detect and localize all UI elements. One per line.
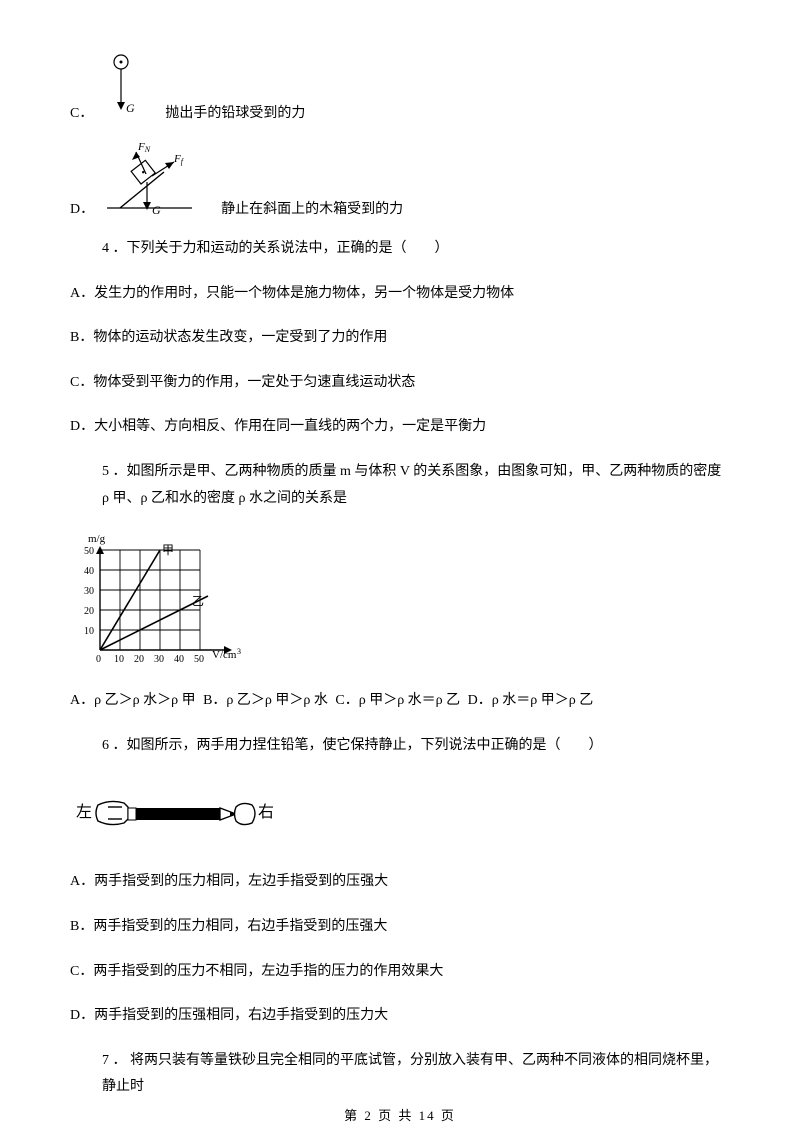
svg-text:甲: 甲 [162,543,174,557]
svg-text:右: 右 [258,803,274,821]
option-c-text: 抛出手的铅球受到的力 [165,102,305,122]
q5-opt-b: B．ρ 乙＞ρ 甲＞ρ 水 [203,693,328,708]
q4-opt-b: B．物体的运动状态发生改变，一定受到了力的作用 [70,325,730,352]
q4-stem: 4 ．下列关于力和运动的关系说法中，正确的是（ ） [70,236,730,263]
svg-text:0: 0 [96,654,101,665]
page: C． G 抛出手的铅球受到的力 D． [0,0,800,1144]
option-c-label: C． [70,102,93,122]
svg-text:V/cm: V/cm [212,649,237,661]
q6-opt-a: A．两手指受到的压力相同，左边手指受到的压强大 [70,869,730,896]
svg-text:50: 50 [84,546,94,557]
q6-stem: 6 ．如图所示，两手用力捏住铅笔，使它保持静止，下列说法中正确的是（ ） [70,733,730,760]
svg-text:乙: 乙 [192,594,204,608]
svg-text:m/g: m/g [88,533,106,545]
svg-text:20: 20 [84,606,94,617]
q7-stem: 7 ． 将两只装有等量铁砂且完全相同的平底试管，分别放入装有甲、乙两种不同液体的… [70,1048,730,1101]
svg-text:30: 30 [154,654,164,665]
svg-text:10: 10 [114,654,124,665]
option-d-text: 静止在斜面上的木箱受到的力 [221,198,403,218]
svg-text:Ff: Ff [173,153,185,166]
q4-opt-c: C．物体受到平衡力的作用，一定处于匀速直线运动状态 [70,370,730,397]
q5-opt-c: C．ρ 甲＞ρ 水＝ρ 乙 [335,693,460,708]
page-footer: 第 2 页 共 14 页 [70,1105,730,1124]
q5-options: A．ρ 乙＞ρ 水＞ρ 甲 B．ρ 乙＞ρ 甲＞ρ 水 C．ρ 甲＞ρ 水＝ρ … [70,688,730,715]
svg-text:40: 40 [84,566,94,577]
option-c-row: C． G 抛出手的铅球受到的力 [70,50,730,122]
svg-text:20: 20 [134,654,144,665]
q6-opt-d: D．两手指受到的压强相同，右边手指受到的压力大 [70,1003,730,1030]
q4-opt-d: D．大小相等、方向相反、作用在同一直线的两个力，一定是平衡力 [70,414,730,441]
svg-text:G: G [126,101,135,115]
q4-opt-a: A．发生力的作用时，只能一个物体是施力物体，另一个物体是受力物体 [70,281,730,308]
svg-text:左: 左 [76,803,92,821]
svg-text:50: 50 [194,654,204,665]
option-c-figure: G [101,50,141,122]
q6-opt-c: C．两手指受到的压力不相同，左边手指的压力的作用效果大 [70,959,730,986]
svg-text:G: G [152,203,161,217]
svg-text:FN: FN [137,141,151,154]
option-d-row: D． FN Ff [70,140,730,218]
svg-text:3: 3 [237,647,241,656]
svg-text:30: 30 [84,586,94,597]
option-d-figure: FN Ff G [102,140,197,218]
q6-figure: 左 右 [70,777,730,847]
svg-text:10: 10 [84,626,94,637]
q6-opt-b: B．两手指受到的压力相同，右边手指受到的压强大 [70,914,730,941]
q5-opt-a: A．ρ 乙＞ρ 水＞ρ 甲 [70,693,196,708]
svg-text:40: 40 [174,654,184,665]
option-d-label: D． [70,198,94,218]
q5-opt-d: D．ρ 水＝ρ 甲＞ρ 乙 [468,693,594,708]
q5-figure: m/g 10 20 30 40 5 [70,530,730,670]
q5-stem: 5 ．如图所示是甲、乙两种物质的质量 m 与体积 V 的关系图象，由图象可知，甲… [70,459,730,512]
